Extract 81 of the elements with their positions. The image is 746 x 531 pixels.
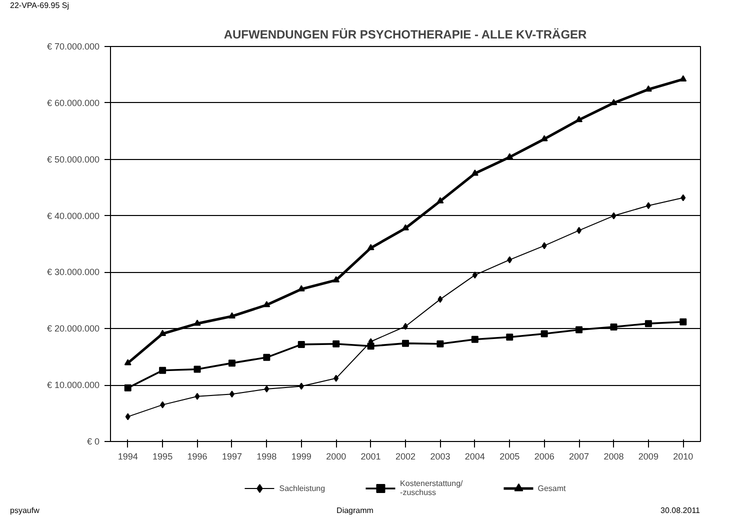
point [367, 244, 374, 250]
x-tick-label: 2004 [464, 452, 485, 462]
y-tick-label: € 0 [86, 436, 100, 446]
point [298, 285, 305, 292]
point [472, 272, 478, 279]
x-tick-label: 2009 [638, 452, 658, 462]
point [194, 366, 201, 373]
point [436, 340, 444, 348]
x-tick-label: 2005 [500, 452, 520, 462]
point [611, 212, 616, 220]
x-tick-label: 1995 [152, 452, 173, 462]
point [680, 318, 687, 326]
point [644, 85, 652, 92]
point [644, 320, 652, 328]
point [228, 360, 236, 367]
point [298, 382, 304, 390]
point [159, 330, 166, 336]
x-tick-label: 2000 [326, 452, 346, 462]
point [194, 392, 200, 400]
point [576, 226, 582, 234]
point [229, 390, 234, 398]
y-tick-label: € 10.000.000 [46, 380, 100, 390]
point [542, 242, 547, 250]
y-tick-label: € 30.000.000 [46, 267, 100, 278]
point [576, 326, 583, 334]
legend-label: Kostenerstattung/ -zuschuss [400, 479, 463, 497]
point [610, 323, 618, 330]
legend-label: Gesamt [538, 484, 566, 492]
x-tick-label: 2002 [395, 452, 416, 462]
x-tick-label: 1996 [187, 452, 208, 462]
text: psyaufw [10, 505, 40, 516]
y-tick-label: € 20.000.000 [46, 324, 100, 334]
point [471, 170, 478, 176]
y-tick-label: € 50.000.000 [46, 154, 100, 164]
point [540, 330, 548, 338]
y-tick-label: € 40.000.000 [46, 210, 100, 221]
point [124, 359, 132, 366]
x-tick-label: 1998 [256, 452, 277, 462]
point [576, 116, 583, 122]
text: 30.08.2011 [660, 505, 700, 516]
x-tick-label: 1997 [222, 452, 242, 462]
point [334, 374, 339, 382]
point [506, 153, 514, 160]
point [332, 340, 340, 348]
point [402, 224, 409, 230]
point [264, 386, 270, 393]
x-tick-label: 2006 [534, 452, 554, 462]
text: Diagramm [336, 505, 374, 516]
text: 22-VPA-69.95 Sj [10, 0, 69, 12]
point [540, 135, 548, 142]
x-tick-label: 2007 [569, 452, 590, 462]
point [332, 276, 340, 282]
point [125, 413, 130, 420]
x-tick-label: 2010 [673, 452, 694, 462]
x-tick-label: 2008 [604, 452, 624, 462]
x-tick-label: 1994 [118, 452, 138, 462]
point [367, 342, 374, 350]
point [228, 312, 236, 318]
chart-title: AUFWENDUNGEN FÜR PSYCHOTHERAPIE - ALLE KV-TRÄGER [224, 28, 588, 42]
point [124, 384, 132, 392]
legend-label: Sachleistung [279, 484, 326, 492]
point [438, 296, 443, 303]
y-tick-label: € 70.000.000 [46, 42, 100, 52]
point [680, 75, 687, 82]
point [298, 340, 305, 348]
x-tick-label: 2001 [360, 452, 381, 462]
x-tick-label: 2003 [430, 452, 450, 462]
point [263, 300, 270, 308]
point [680, 194, 686, 202]
point [436, 197, 444, 204]
point [263, 354, 270, 361]
point [160, 401, 166, 408]
y-tick-label: € 60.000.000 [46, 98, 100, 108]
point [646, 202, 651, 210]
point [506, 334, 514, 341]
x-tick-label: 1999 [291, 452, 312, 462]
point [471, 336, 478, 343]
point [507, 256, 512, 264]
point [402, 340, 409, 347]
point [159, 366, 166, 374]
point [194, 320, 201, 326]
